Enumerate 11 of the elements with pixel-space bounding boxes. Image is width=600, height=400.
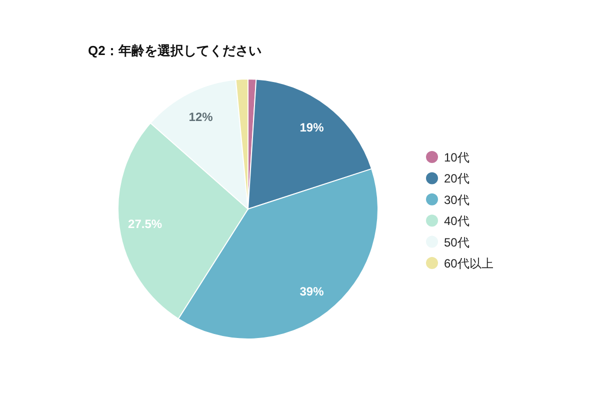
data-label: 19% [300,120,324,134]
data-label: 27.5% [128,217,162,232]
legend-label: 50代 [444,235,470,250]
data-label: 12% [188,110,214,124]
legend-label: 40代 [444,214,470,228]
chart-title: Q2：年齢を選択してください [88,43,262,58]
data-label: 39% [300,284,324,299]
legend-label: 10代 [444,150,470,164]
legend-label: 30代 [444,192,470,207]
legend-label: 20代 [444,172,470,186]
legend-label: 60代以上 [444,256,494,270]
